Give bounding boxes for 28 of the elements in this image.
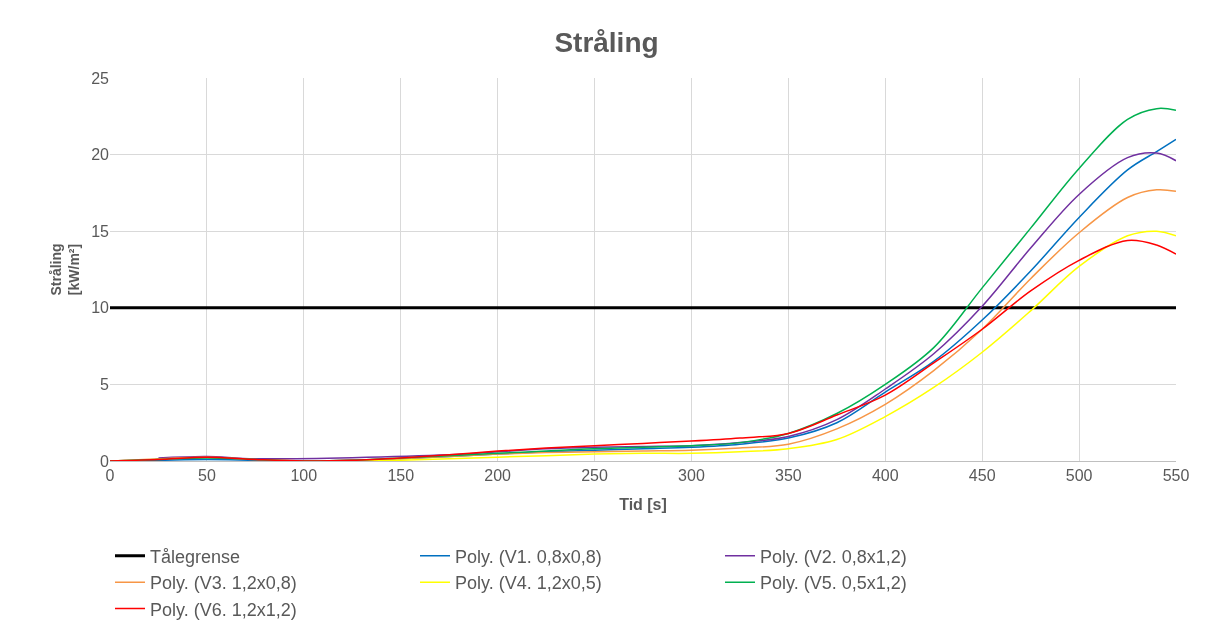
legend-label: Poly. (V3. 1,2x0,8): [150, 573, 297, 594]
legend-label: Poly. (V5. 0,5x1,2): [760, 573, 907, 594]
x-tick-label: 500: [1065, 467, 1093, 485]
y-axis-title: Stråling [kW/m²]: [47, 243, 82, 296]
y-tick-label: 5: [100, 376, 110, 393]
chart-title: Stråling: [554, 26, 659, 58]
legend-label: Tålegrense: [150, 546, 241, 567]
x-tick-label: 450: [968, 467, 996, 485]
x-tick-label: 250: [581, 467, 608, 485]
x-tick-label: 550: [1162, 467, 1190, 485]
y-tick-label: 10: [91, 299, 110, 317]
legend-label: Poly. (V2. 0,8x1,2): [760, 546, 907, 567]
x-tick-label: 100: [290, 467, 318, 485]
x-tick-label: 150: [387, 467, 415, 485]
y-tick-label: 20: [91, 146, 110, 164]
x-tick-label: 300: [678, 467, 705, 485]
x-tick-label: 350: [775, 467, 802, 485]
legend-label: Poly. (V6. 1,2x1,2): [150, 599, 297, 620]
x-tick-label: 200: [484, 467, 512, 485]
x-tick-label: 50: [198, 467, 216, 485]
y-tick-label: 15: [91, 222, 110, 240]
line-series: [110, 239, 1176, 461]
legend-label: Poly. (V1. 0,8x0,8): [455, 546, 602, 567]
x-tick-label: 400: [871, 467, 899, 485]
x-axis-title: Tid [s]: [619, 495, 667, 513]
y-tick-label: 0: [100, 452, 110, 470]
legend-label: Poly. (V4. 1,2x0,5): [455, 573, 602, 594]
y-tick-label: 25: [91, 69, 110, 87]
